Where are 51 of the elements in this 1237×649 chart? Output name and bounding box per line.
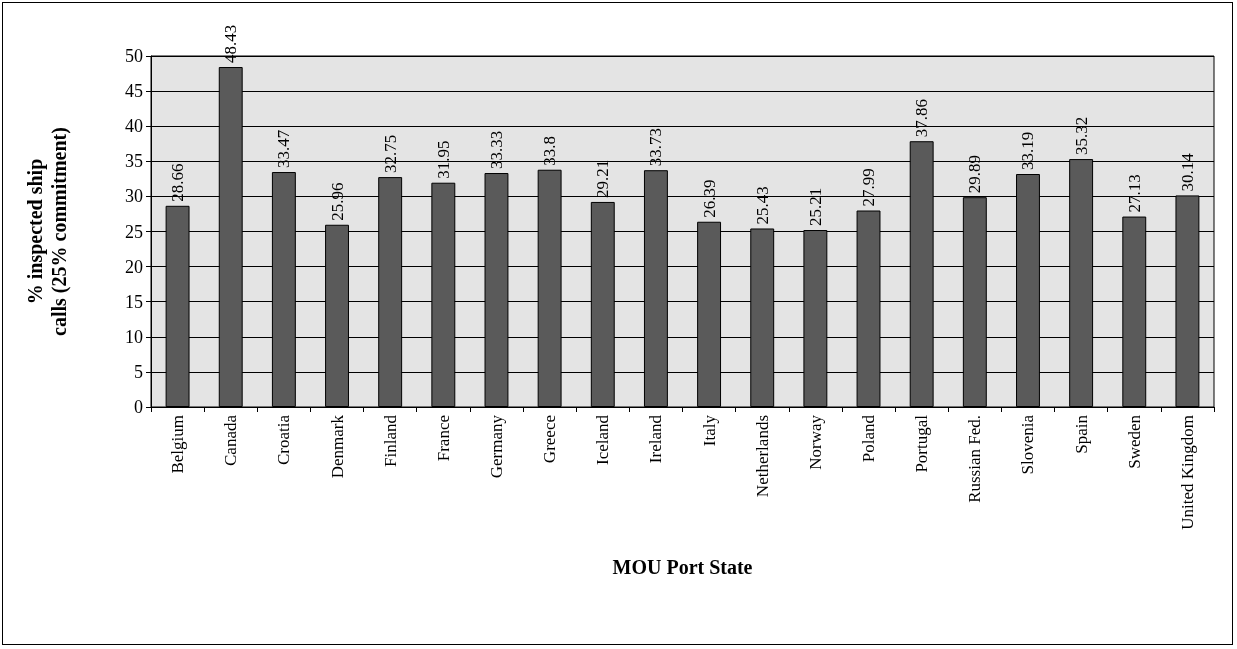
y-tick-label: 20: [125, 256, 143, 277]
data-label: 27.13: [1124, 174, 1144, 213]
x-tick-label: Denmark: [327, 414, 347, 479]
data-label: 26.39: [699, 179, 719, 218]
x-tick-label: Norway: [805, 414, 825, 470]
y-tick-label: 50: [125, 46, 143, 66]
data-label: 32.75: [380, 134, 400, 174]
data-label: 25.43: [752, 186, 772, 225]
x-tick-label: Croatia: [274, 414, 294, 466]
data-label: 33.73: [646, 127, 666, 167]
x-tick-label: Netherlands: [752, 415, 772, 498]
y-tick-label: 25: [125, 221, 143, 242]
y-tick-label: 15: [125, 291, 143, 312]
data-label: 33.33: [486, 130, 506, 170]
x-tick-label: Italy: [699, 414, 719, 447]
y-tick-label: 45: [125, 81, 143, 102]
data-label: 30.14: [1177, 152, 1197, 192]
data-label: 31.95: [433, 140, 453, 179]
y-tick-label: 10: [125, 326, 143, 347]
x-tick-label: Poland: [859, 414, 879, 463]
x-tick-label: Iceland: [593, 414, 613, 466]
data-label: 25.21: [805, 187, 825, 227]
data-label: 33.19: [1018, 131, 1038, 171]
data-label: 35.32: [1071, 116, 1091, 156]
x-tick-label: Russian Fed.: [965, 415, 985, 503]
x-tick-label: Belgium: [168, 415, 188, 474]
x-tick-label: Greece: [540, 415, 560, 464]
x-tick-label: Slovenia: [1018, 414, 1038, 475]
x-tick-label: France: [433, 415, 453, 462]
x-tick-label: Portugal: [912, 414, 932, 473]
y-tick-label: 35: [125, 151, 143, 172]
data-label: 25.96: [327, 182, 347, 221]
x-axis-title: MOU Port State: [612, 556, 753, 578]
x-tick-label: Sweden: [1124, 414, 1144, 469]
data-label: 28.66: [168, 163, 188, 202]
x-tick-label: Canada: [221, 414, 241, 466]
y-axis-title: % inspected ship calls (25% commitment): [24, 127, 71, 336]
data-label: 37.86: [912, 98, 932, 138]
y-tick-label: 0: [134, 397, 143, 417]
data-label: 29.21: [593, 159, 613, 198]
data-label: 29.89: [965, 154, 985, 194]
data-label: 27.99: [859, 168, 879, 207]
x-tick-label: Spain: [1071, 414, 1091, 454]
y-tick-label: 30: [125, 186, 143, 207]
x-tick-label: Finland: [380, 414, 400, 467]
y-tick-label: 40: [125, 116, 143, 137]
data-label: 33.8: [540, 135, 560, 166]
x-tick-label: United Kingdom: [1177, 415, 1197, 530]
y-tick-label: 5: [134, 361, 143, 382]
x-tick-label: Germany: [486, 414, 506, 479]
x-tick-label: Ireland: [646, 414, 666, 464]
